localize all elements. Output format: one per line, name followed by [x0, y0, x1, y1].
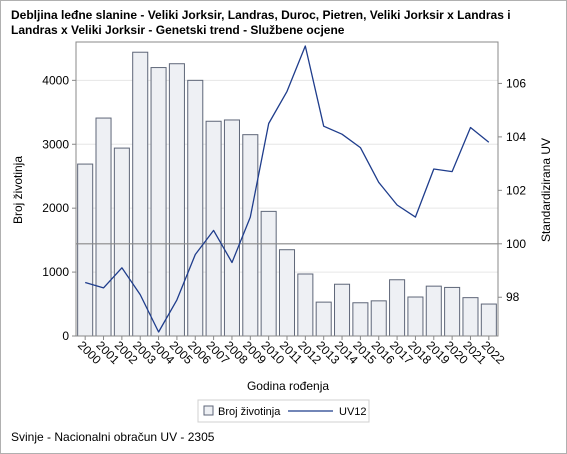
bar — [444, 286, 461, 337]
legend: Broj životinja UV12 — [197, 399, 370, 423]
bar — [187, 79, 204, 337]
bar — [77, 163, 94, 337]
y-tick-label: 4000 — [42, 73, 69, 87]
footnote: Svinje - Nacionalni obračun UV - 2305 — [11, 430, 215, 444]
bar — [315, 301, 332, 337]
legend-label-bars: Broj životinja — [218, 406, 281, 418]
bar — [95, 117, 112, 337]
bar — [297, 273, 314, 337]
bar — [223, 119, 240, 337]
x-axis-label: Godina rođenja — [247, 379, 329, 393]
y2-tick-label: 106 — [506, 76, 526, 90]
y-axis-label: Broj životinja — [11, 156, 25, 224]
y-tick-label: 2000 — [42, 201, 69, 215]
y-tick-label: 1000 — [42, 265, 69, 279]
legend-label-line: UV12 — [339, 406, 367, 418]
bar — [352, 302, 369, 337]
bar — [425, 285, 442, 337]
y2-tick-label: 104 — [506, 130, 526, 144]
bar — [132, 51, 149, 337]
bar — [113, 147, 130, 337]
y-tick-label: 3000 — [42, 137, 69, 151]
bar — [168, 63, 185, 337]
bar — [150, 67, 167, 337]
bar-series — [77, 51, 497, 337]
bar — [370, 300, 387, 337]
chart-title: Debljina leđne slanine - Veliki Jorksir,… — [11, 8, 511, 37]
y2-tick-label: 98 — [506, 290, 520, 304]
uv12-line — [85, 45, 490, 333]
axes — [72, 41, 502, 340]
bar — [260, 210, 277, 337]
bar — [480, 303, 497, 337]
y-tick-label: 0 — [62, 329, 69, 343]
bar — [462, 297, 479, 337]
legend-box — [197, 399, 370, 423]
bar — [389, 279, 406, 337]
bar — [334, 283, 351, 337]
y2-tick-label: 102 — [506, 183, 526, 197]
bar — [278, 249, 296, 337]
bar — [242, 134, 259, 337]
bar — [407, 296, 424, 337]
legend-swatch-bars — [203, 405, 214, 416]
tick-labels: 0100020003000400098100102104106200020012… — [42, 73, 526, 367]
y2-axis-label: Standardizirana UV — [539, 138, 553, 242]
y2-tick-label: 100 — [506, 237, 526, 251]
bar — [205, 120, 222, 337]
line-series — [85, 45, 490, 333]
